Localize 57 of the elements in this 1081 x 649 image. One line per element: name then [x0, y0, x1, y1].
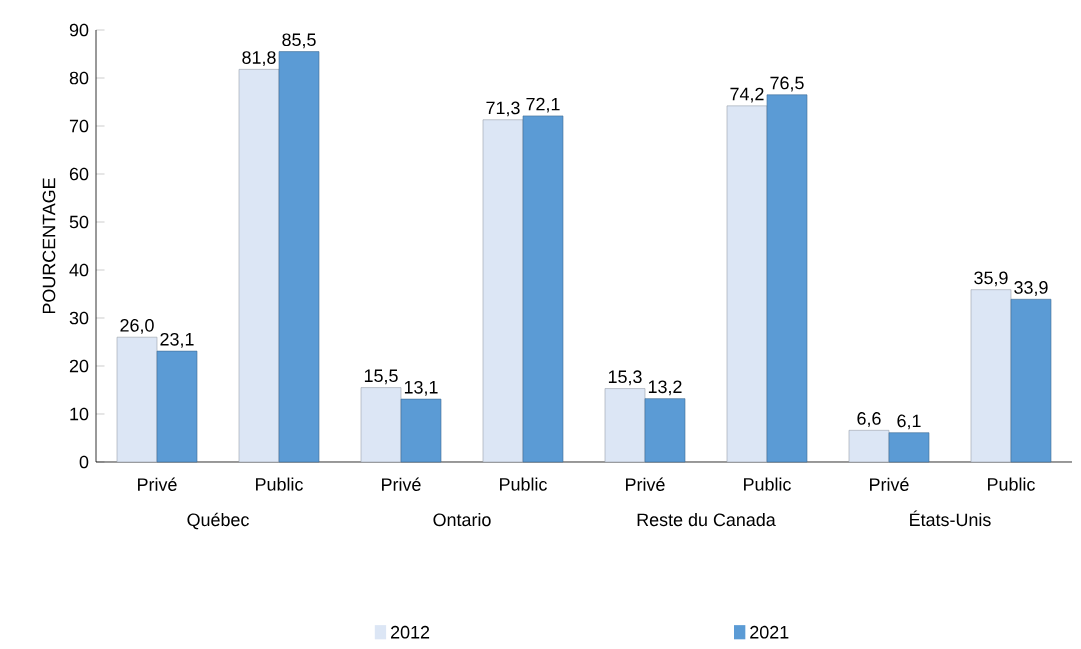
data-label: 33,9	[1014, 280, 1048, 296]
data-label: 6,1	[897, 414, 921, 430]
bar	[970, 289, 1012, 463]
bar	[522, 115, 564, 463]
data-label: 13,2	[648, 380, 682, 396]
data-label: 23,1	[160, 332, 194, 348]
text: Reste du Canada	[637, 512, 776, 527]
bar	[1010, 298, 1052, 463]
bar	[604, 388, 646, 463]
data-label: 85,5	[282, 33, 316, 49]
bar	[766, 94, 808, 463]
y-tick-label: 30	[69, 311, 89, 325]
x-tick-label: Privé	[138, 477, 177, 491]
bar	[360, 387, 402, 463]
data-label: 15,3	[608, 370, 642, 385]
bar	[888, 432, 930, 463]
data-label: 81,8	[242, 50, 276, 66]
y-tick-label: 90	[69, 23, 89, 37]
bar	[116, 336, 158, 463]
y-tick-label: 80	[69, 71, 89, 85]
y-tick-label: 50	[69, 215, 89, 229]
bar	[848, 429, 890, 463]
x-tick-label: Privé	[382, 477, 421, 491]
bar	[156, 350, 198, 463]
data-label: 74,2	[730, 87, 764, 103]
legend-label: 2021	[750, 625, 789, 639]
bar	[278, 51, 320, 463]
data-label: 76,5	[770, 76, 804, 92]
y-tick-label: 20	[69, 359, 89, 373]
x-tick-label: Public	[256, 477, 303, 491]
x-tick-label: Privé	[870, 477, 909, 491]
data-label: 72,1	[526, 97, 560, 113]
y-tick-label: 10	[70, 407, 89, 421]
x-tick-label: Public	[744, 477, 791, 491]
bar	[644, 398, 686, 463]
data-label: 71,3	[486, 101, 520, 117]
bar	[400, 398, 442, 463]
data-label: 6,6	[857, 411, 881, 427]
text: Québec	[187, 512, 249, 530]
data-label: 15,5	[364, 369, 398, 385]
data-label: 35,9	[974, 271, 1008, 287]
text: États-Unis	[910, 510, 991, 527]
bar	[482, 119, 524, 463]
data-label: 26,0	[120, 318, 154, 334]
x-tick-label: Public	[988, 477, 1035, 491]
y-tick-label: 0	[79, 455, 89, 469]
y-tick-label: 70	[69, 119, 89, 133]
x-tick-label: Public	[500, 477, 547, 491]
text: Ontario	[433, 512, 491, 527]
y-tick-label: 40	[69, 263, 89, 277]
bar	[726, 105, 768, 463]
data-label: 13,1	[404, 380, 438, 396]
y-axis-title: POURCENTAGE	[42, 178, 56, 313]
x-tick-label: Privé	[626, 477, 665, 491]
legend-label: 2012	[391, 625, 430, 639]
bar	[238, 68, 280, 463]
y-tick-label: 60	[69, 167, 89, 181]
